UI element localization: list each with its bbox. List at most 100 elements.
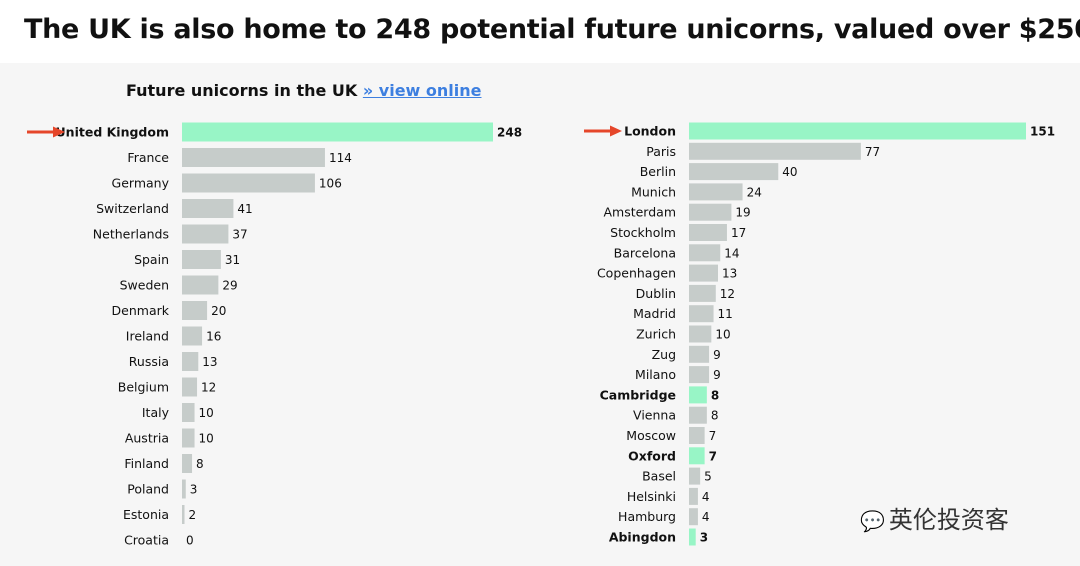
category-label-amsterdam: Amsterdam xyxy=(603,205,676,220)
bar-germany xyxy=(182,173,315,193)
value-label-berlin: 40 xyxy=(782,165,797,179)
bar-switzerland xyxy=(182,199,234,218)
category-label-stockholm: Stockholm xyxy=(610,225,676,240)
value-label-germany: 106 xyxy=(319,177,342,191)
bar-vienna xyxy=(689,406,707,424)
value-label-netherlands: 37 xyxy=(232,228,247,242)
category-label-united-kingdom: United Kingdom xyxy=(56,125,169,140)
bar-madrid xyxy=(689,305,714,323)
bar-russia xyxy=(182,352,199,371)
value-label-dublin: 12 xyxy=(720,287,735,301)
category-label-berlin: Berlin xyxy=(640,164,676,179)
bar-barcelona xyxy=(689,244,721,262)
category-label-germany: Germany xyxy=(112,176,170,191)
bar-finland xyxy=(182,454,193,473)
value-label-copenhagen: 13 xyxy=(722,267,737,281)
category-label-estonia: Estonia xyxy=(123,507,169,522)
category-label-basel: Basel xyxy=(642,469,676,484)
value-label-milano: 9 xyxy=(713,368,721,382)
watermark: 💬 英伦投资客 xyxy=(860,500,1009,535)
value-label-munich: 24 xyxy=(747,185,762,199)
category-label-austria: Austria xyxy=(125,431,169,446)
value-label-helsinki: 4 xyxy=(702,490,710,504)
value-label-zurich: 10 xyxy=(715,328,730,342)
bar-cambridge xyxy=(689,386,707,404)
category-label-vienna: Vienna xyxy=(633,408,676,423)
value-label-finland: 8 xyxy=(196,457,204,471)
category-label-russia: Russia xyxy=(129,354,169,369)
bar-united-kingdom xyxy=(182,122,493,142)
bar-poland xyxy=(182,479,186,499)
bar-munich xyxy=(689,183,743,201)
category-label-poland: Poland xyxy=(127,482,169,497)
arrow-icon xyxy=(584,125,622,137)
value-label-switzerland: 41 xyxy=(237,202,252,216)
category-label-finland: Finland xyxy=(124,456,169,471)
value-label-madrid: 11 xyxy=(718,307,733,321)
value-label-hamburg: 4 xyxy=(702,510,710,524)
headline: The UK is also home to 248 potential fut… xyxy=(24,14,1080,45)
bar-amsterdam xyxy=(689,203,732,221)
bar-france xyxy=(182,148,325,167)
category-label-zug: Zug xyxy=(652,347,676,362)
watermark-text: 英伦投资客 xyxy=(888,506,1009,534)
value-label-croatia: 0 xyxy=(186,534,194,548)
value-label-spain: 31 xyxy=(225,253,240,267)
category-label-munich: Munich xyxy=(631,184,676,199)
bar-spain xyxy=(182,250,221,269)
category-label-barcelona: Barcelona xyxy=(614,245,676,260)
bar-milano xyxy=(689,366,710,384)
bar-zug xyxy=(689,345,710,363)
bar-moscow xyxy=(689,427,705,444)
bar-netherlands xyxy=(182,224,229,244)
category-label-cambridge: Cambridge xyxy=(600,387,676,402)
value-label-sweden: 29 xyxy=(222,279,237,293)
bar-denmark xyxy=(182,301,208,320)
category-label-croatia: Croatia xyxy=(124,533,169,548)
category-label-zurich: Zurich xyxy=(636,327,676,342)
bar-belgium xyxy=(182,377,198,397)
value-label-paris: 77 xyxy=(865,145,880,159)
category-label-copenhagen: Copenhagen xyxy=(597,266,676,281)
value-label-denmark: 20 xyxy=(211,304,226,318)
bar-italy xyxy=(182,403,195,422)
value-label-poland: 3 xyxy=(190,483,198,497)
bar-paris xyxy=(689,142,861,160)
category-label-london: London xyxy=(624,124,676,139)
view-online-link[interactable]: » view online xyxy=(362,81,482,100)
value-label-oxford: 7 xyxy=(709,449,717,463)
category-label-switzerland: Switzerland xyxy=(96,201,169,216)
category-label-belgium: Belgium xyxy=(118,380,169,395)
bar-abingdon xyxy=(689,528,696,546)
value-label-zug: 9 xyxy=(713,348,721,362)
bar-stockholm xyxy=(689,224,727,241)
bar-copenhagen xyxy=(689,264,719,282)
category-label-denmark: Denmark xyxy=(112,303,170,318)
country-bar-chart: United Kingdom 248 France 114 Germany 106 Swit… xyxy=(27,122,522,548)
chart-subtitle: Future unicorns in the UK » view online xyxy=(126,81,482,100)
category-label-dublin: Dublin xyxy=(636,286,676,301)
category-label-netherlands: Netherlands xyxy=(93,227,169,242)
value-label-basel: 5 xyxy=(704,470,712,484)
category-label-madrid: Madrid xyxy=(633,306,676,321)
bar-sweden xyxy=(182,275,219,295)
value-label-austria: 10 xyxy=(199,432,214,446)
category-label-helsinki: Helsinki xyxy=(627,489,676,504)
value-label-italy: 10 xyxy=(199,406,214,420)
bar-estonia xyxy=(182,505,185,524)
value-label-amsterdam: 19 xyxy=(735,206,750,220)
category-label-hamburg: Hamburg xyxy=(618,509,676,524)
value-label-stockholm: 17 xyxy=(731,226,746,240)
category-label-ireland: Ireland xyxy=(126,329,169,344)
category-label-abingdon: Abingdon xyxy=(609,530,676,545)
value-label-france: 114 xyxy=(329,151,352,165)
value-label-cambridge: 8 xyxy=(711,388,719,402)
value-label-ireland: 16 xyxy=(206,330,221,344)
value-label-london: 151 xyxy=(1030,125,1055,139)
category-label-sweden: Sweden xyxy=(120,278,169,293)
category-label-italy: Italy xyxy=(142,405,170,420)
bar-ireland xyxy=(182,326,203,346)
chart-panel xyxy=(0,63,1080,566)
bar-austria xyxy=(182,428,195,448)
